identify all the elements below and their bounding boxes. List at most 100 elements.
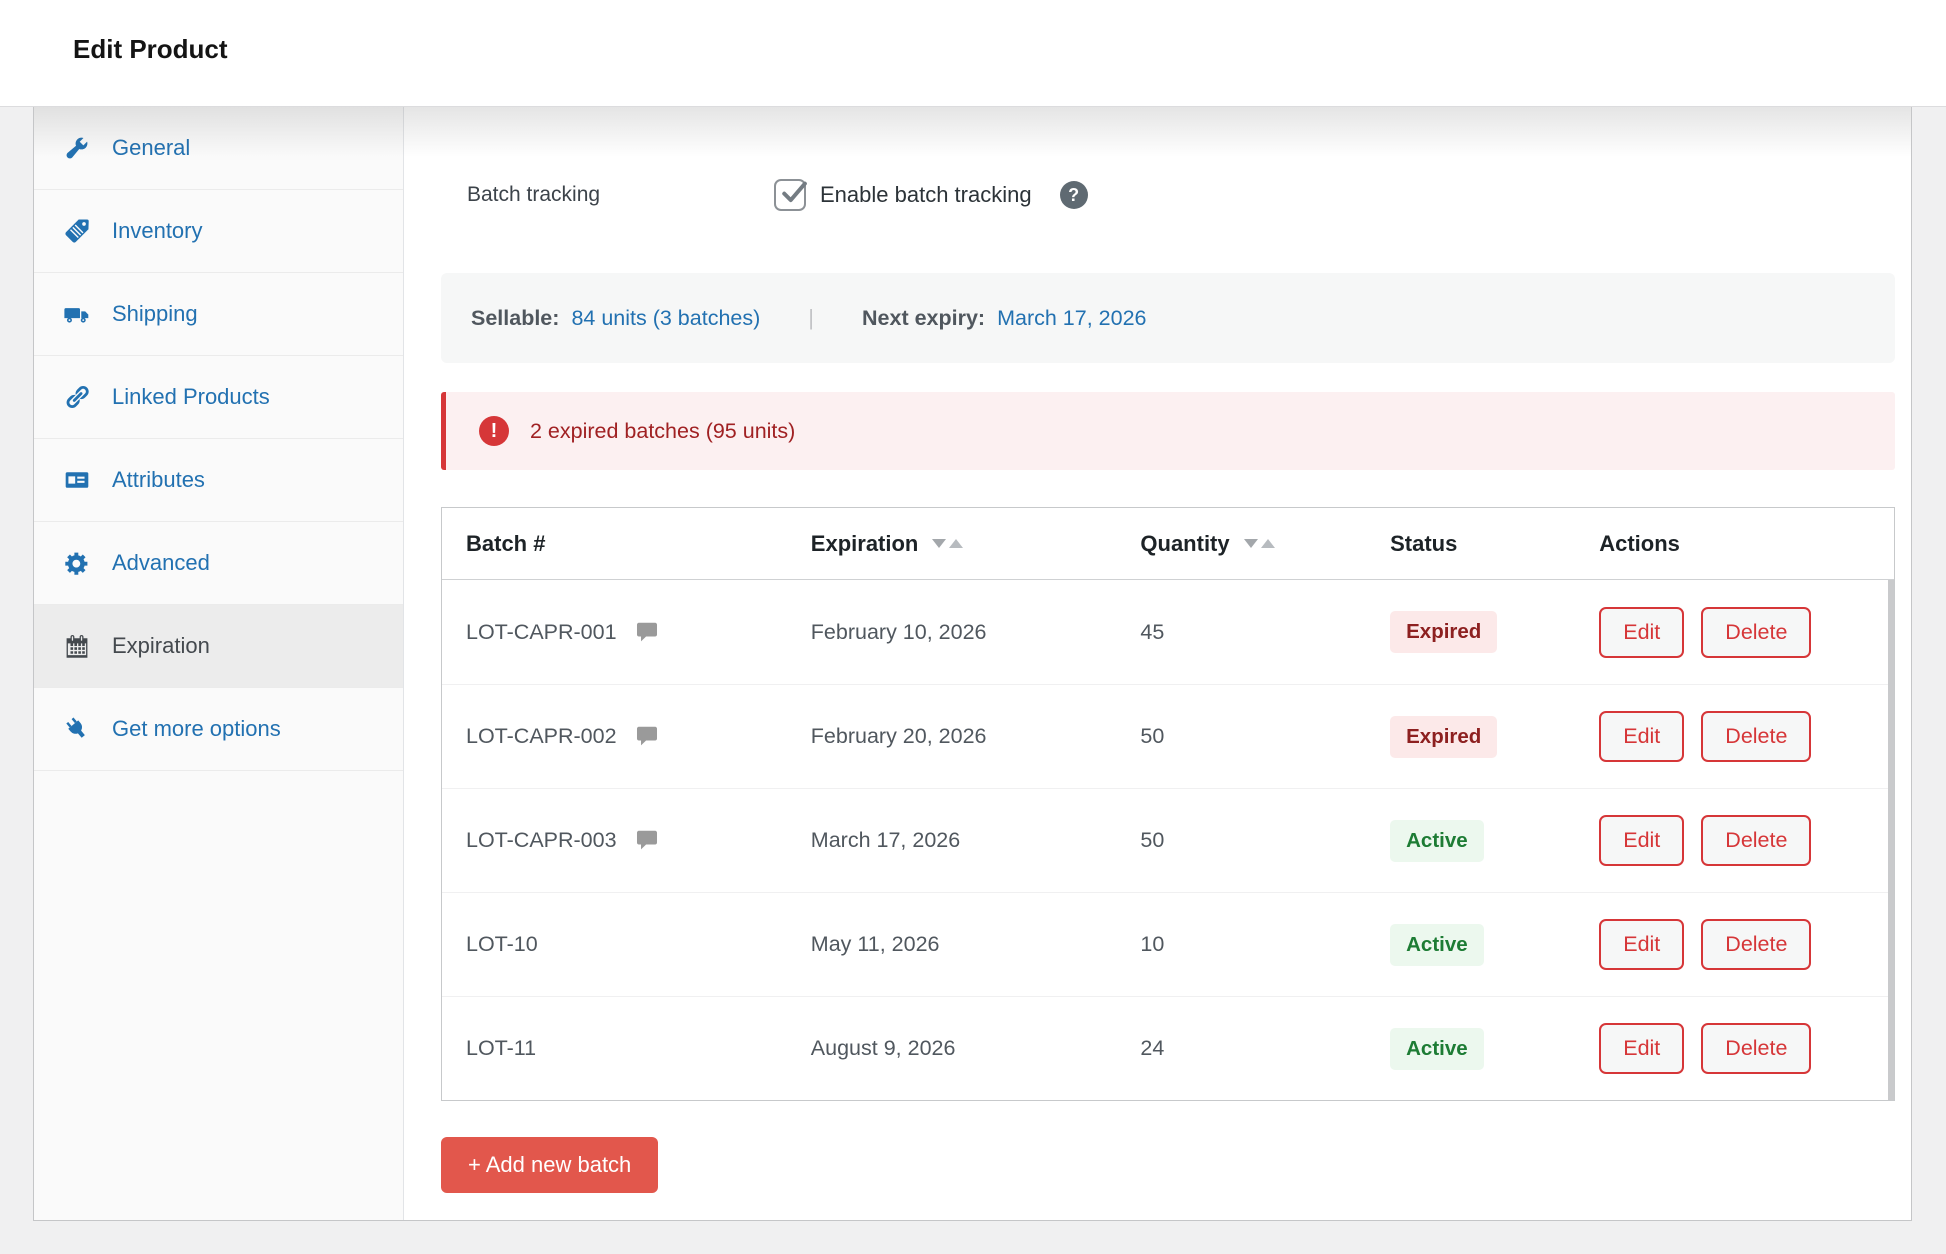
edit-button[interactable]: Edit: [1599, 606, 1685, 658]
quantity-value: 45: [1140, 619, 1165, 644]
note-icon: [635, 829, 659, 852]
batch-cell: LOT-CAPR-003: [442, 828, 811, 853]
sidebar-item-attributes[interactable]: Attributes: [34, 439, 403, 522]
status-badge: Expired: [1390, 715, 1498, 758]
actions-cell: Edit Delete: [1583, 606, 1894, 658]
sort-triangles-icon: [932, 539, 964, 548]
delete-button[interactable]: Delete: [1701, 919, 1812, 970]
batch-number: LOT-CAPR-001: [466, 619, 617, 644]
next-expiry-label: Next expiry:: [862, 305, 986, 330]
status-badge: Active: [1390, 1027, 1484, 1070]
sidebar-item-label: Get more options: [112, 716, 281, 741]
batch-number: LOT-CAPR-003: [466, 828, 617, 852]
batch-cell: LOT-10: [442, 932, 811, 957]
status-badge: Active: [1390, 923, 1484, 966]
table-row: LOT-CAPR-002 February 20, 2026 50 Expire…: [442, 684, 1894, 788]
column-header-quantity[interactable]: Quantity: [1140, 531, 1390, 557]
batch-summary-bar: Sellable: 84 units (3 batches) | Next ex…: [441, 273, 1895, 363]
next-expiry-value-link[interactable]: March 17, 2026: [997, 305, 1147, 330]
batch-cell: LOT-CAPR-001: [442, 620, 811, 645]
sidebar: General Inventory Shipping Linked Products A…: [34, 107, 404, 1220]
page-title: Edit Product: [73, 34, 228, 64]
plug-icon: [64, 716, 90, 742]
status-cell: Active: [1390, 923, 1583, 966]
expiration-tab-content: Batch tracking Enable batch tracking ? S…: [404, 107, 1911, 1220]
sort-triangles-icon: [1243, 539, 1275, 548]
actions-cell: Edit Delete: [1583, 1023, 1894, 1074]
edit-button[interactable]: Edit: [1599, 815, 1685, 866]
actions-cell: Edit Delete: [1583, 711, 1894, 762]
batch-tracking-row: Batch tracking Enable batch tracking ?: [467, 177, 1895, 213]
column-label: Batch #: [466, 530, 546, 556]
status-cell: Active: [1390, 1027, 1583, 1070]
table-row: LOT-10 May 11, 2026 10 Active Edit Delet…: [442, 892, 1894, 996]
batch-tracking-label: Batch tracking: [467, 183, 601, 206]
sidebar-item-general[interactable]: General: [34, 107, 403, 190]
quantity-value: 24: [1140, 1036, 1165, 1060]
status-cell: Active: [1390, 819, 1583, 862]
batch-number: LOT-CAPR-002: [466, 724, 617, 748]
card-icon: [64, 467, 90, 493]
sidebar-item-inventory[interactable]: Inventory: [34, 190, 403, 273]
table-row: LOT-CAPR-003 March 17, 2026 50 Active Ed…: [442, 788, 1894, 892]
column-header-batch: Batch #: [442, 531, 811, 557]
column-label: Quantity: [1140, 530, 1230, 556]
actions-cell: Edit Delete: [1583, 815, 1894, 866]
note-icon: [635, 621, 659, 644]
edit-button[interactable]: Edit: [1599, 919, 1685, 970]
column-label: Expiration: [810, 530, 919, 556]
sidebar-item-label: Shipping: [112, 301, 198, 326]
sidebar-item-label: Expiration: [112, 633, 210, 658]
quantity-value: 10: [1140, 932, 1165, 956]
table-header: Batch # Expiration Quantity Status Actions: [442, 508, 1894, 580]
sidebar-item-label: Advanced: [112, 550, 210, 575]
link-icon: [64, 384, 90, 410]
edit-button[interactable]: Edit: [1599, 711, 1685, 762]
delete-button[interactable]: Delete: [1701, 1023, 1812, 1074]
sidebar-item-label: General: [112, 135, 191, 160]
delete-button[interactable]: Delete: [1701, 815, 1812, 866]
expiration-date: March 17, 2026: [810, 828, 961, 852]
help-icon[interactable]: ?: [1059, 181, 1088, 209]
table-row: LOT-11 August 9, 2026 24 Active Edit Del…: [442, 996, 1894, 1100]
enable-batch-tracking-checkbox[interactable]: [774, 179, 807, 211]
truck-icon: [64, 301, 90, 327]
batch-cell: LOT-CAPR-002: [442, 724, 811, 749]
delete-button[interactable]: Delete: [1701, 711, 1812, 762]
quantity-value: 50: [1140, 724, 1165, 748]
sidebar-item-advanced[interactable]: Advanced: [34, 522, 403, 605]
sellable-value-link[interactable]: 84 units (3 batches): [571, 305, 761, 330]
table-scrollbar[interactable]: [1888, 580, 1894, 1100]
sidebar-item-linked-products[interactable]: Linked Products: [34, 356, 403, 439]
delete-button[interactable]: Delete: [1701, 606, 1812, 658]
column-label: Status: [1390, 530, 1458, 556]
batch-number: LOT-10: [466, 932, 538, 956]
sidebar-item-get-more-options[interactable]: Get more options: [34, 688, 403, 771]
batches-table: Batch # Expiration Quantity Status Actions L…: [441, 507, 1895, 1101]
sidebar-item-label: Linked Products: [112, 384, 270, 409]
edit-button[interactable]: Edit: [1599, 1023, 1685, 1074]
status-badge: Active: [1390, 819, 1484, 862]
column-label: Actions: [1599, 530, 1680, 556]
status-cell: Expired: [1390, 715, 1583, 758]
enable-batch-tracking-label: Enable batch tracking: [820, 182, 1032, 207]
status-cell: Expired: [1390, 611, 1583, 653]
column-header-actions: Actions: [1583, 531, 1894, 557]
actions-cell: Edit Delete: [1583, 919, 1894, 970]
sidebar-item-label: Attributes: [112, 467, 205, 492]
calendar-icon: [64, 633, 90, 659]
sidebar-item-expiration[interactable]: Expiration: [34, 605, 403, 688]
column-header-expiration[interactable]: Expiration: [811, 531, 1141, 557]
wrench-icon: [64, 135, 90, 161]
page-header: Edit Product: [0, 0, 1946, 107]
status-badge: Expired: [1390, 611, 1498, 653]
summary-divider: |: [808, 305, 814, 330]
sidebar-item-shipping[interactable]: Shipping: [34, 273, 403, 356]
alert-text: 2 expired batches (95 units): [530, 418, 796, 443]
tag-icon: [64, 218, 90, 244]
expiration-date: February 10, 2026: [810, 619, 987, 644]
add-new-batch-button[interactable]: + Add new batch: [441, 1137, 659, 1193]
expiration-date: May 11, 2026: [810, 932, 940, 956]
table-row: LOT-CAPR-001 February 10, 2026 45 Expire…: [442, 580, 1894, 684]
batch-cell: LOT-11: [442, 1036, 811, 1061]
